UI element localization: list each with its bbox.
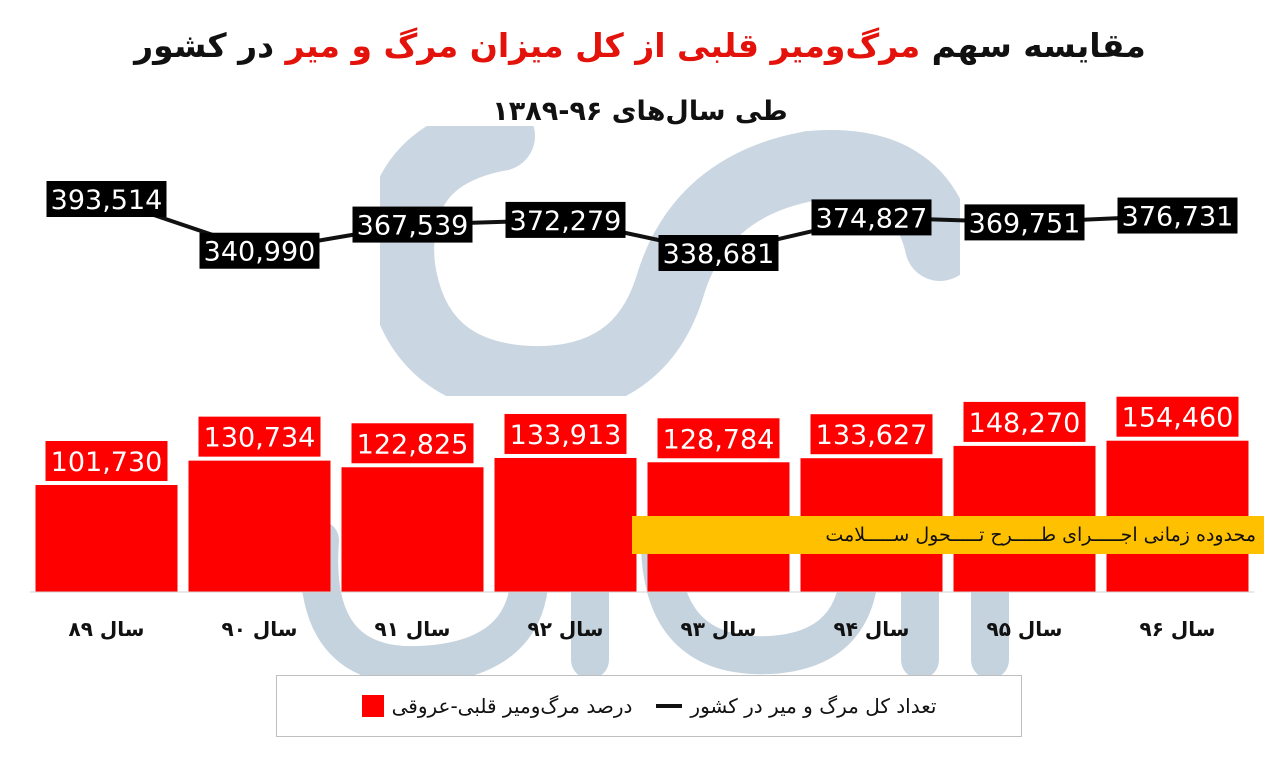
bar-label-box	[504, 413, 627, 454]
bar-data-label: 148,270	[969, 408, 1081, 439]
line-data-label: 374,827	[816, 203, 928, 234]
line-data-label: 393,514	[51, 185, 163, 216]
bar	[341, 467, 484, 592]
bar-data-label: 130,734	[204, 423, 316, 454]
line-data-label: 338,681	[663, 239, 775, 270]
bar	[494, 457, 637, 592]
bar-data-label: 122,825	[357, 429, 469, 460]
legend-line-swatch	[656, 704, 683, 708]
bar-data-label: 154,460	[1122, 403, 1234, 434]
bar-label-box	[810, 414, 933, 455]
bar-label-box	[963, 401, 1086, 442]
line-data-label: 367,539	[357, 211, 469, 242]
title-part-3: در کشور	[134, 26, 275, 65]
bar	[35, 485, 178, 592]
line-data-label: 369,751	[969, 208, 1081, 239]
line-label-box	[811, 199, 932, 236]
chart-legend: تعداد کل مرگ و میر در کشور درصد مرگ‌ومیر…	[276, 675, 1022, 737]
line-data-label: 376,731	[1122, 202, 1234, 233]
x-tick-label: سال ۹۶	[1140, 617, 1216, 641]
chart-subtitle: طی سال‌های ۹۶-۱۳۸۹	[492, 96, 788, 127]
bar-data-label: 133,913	[510, 420, 622, 451]
legend-bar-label: درصد مرگ‌ومیر قلبی-عروقی	[391, 694, 633, 718]
bar-label-box	[351, 423, 474, 464]
bar-label-box	[198, 416, 321, 457]
legend-line-label: تعداد کل مرگ و میر در کشور	[690, 694, 937, 718]
x-tick-label: سال ۹۱	[375, 617, 451, 641]
title-part-2: مرگ‌ومیر قلبی از کل میزان مرگ و میر	[285, 26, 921, 65]
bar-data-label: 133,627	[816, 420, 928, 451]
line-label-box	[46, 181, 167, 217]
bar-label-box	[1116, 396, 1239, 437]
title-part-1: مقایسه سهم	[931, 26, 1146, 65]
x-tick-label: سال ۹۴	[834, 617, 910, 641]
bar-data-label: 128,784	[663, 424, 775, 455]
bar-label-box	[45, 441, 168, 481]
legend-item-bar: درصد مرگ‌ومیر قلبی-عروقی	[361, 694, 633, 718]
chart-title: مقایسه سهم مرگ‌ومیر قلبی از کل میزان مرگ…	[0, 26, 1280, 65]
x-tick-label: سال ۹۰	[222, 617, 298, 641]
x-tick-label: سال ۸۹	[69, 617, 145, 641]
legend-item-line: تعداد کل مرگ و میر در کشور	[656, 694, 936, 718]
x-tick-label: سال ۹۳	[681, 617, 757, 641]
line-label-box	[505, 201, 626, 238]
line-label-box	[352, 206, 473, 243]
x-tick-label: سال ۹۲	[528, 617, 604, 641]
line-label-box	[199, 232, 320, 269]
bar-data-label: 101,730	[51, 447, 163, 478]
legend-bar-swatch	[361, 695, 384, 717]
line-data-label: 340,990	[204, 237, 316, 268]
annotation-banner: محدوده زمانی اجـــــرای طـــــرح تـــــح…	[632, 516, 1264, 554]
line-label-box	[964, 204, 1085, 241]
x-tick-label: سال ۹۵	[987, 617, 1063, 641]
line-label-box	[1117, 197, 1238, 234]
bar-label-box	[657, 418, 780, 459]
bar	[188, 460, 331, 592]
line-data-label: 372,279	[510, 206, 622, 237]
line-label-box	[658, 235, 779, 271]
